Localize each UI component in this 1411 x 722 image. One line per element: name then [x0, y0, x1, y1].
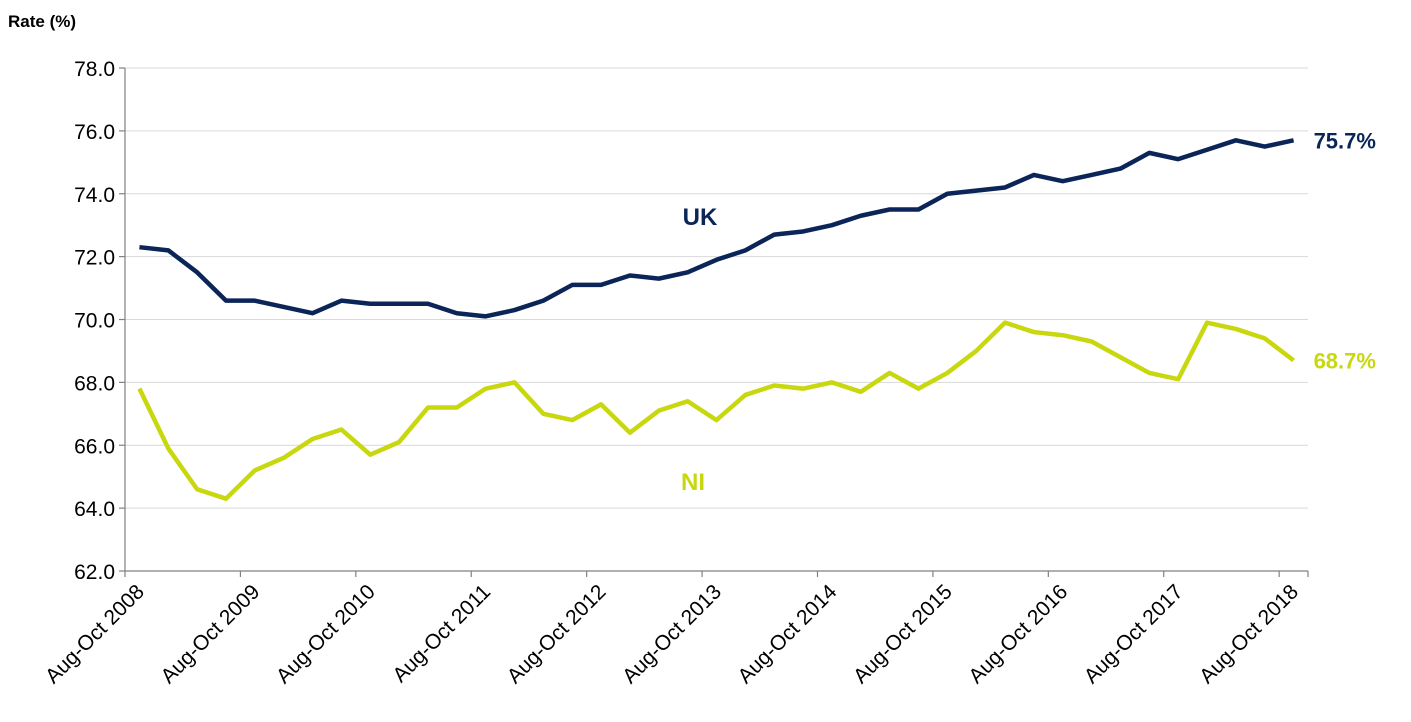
x-tick-label: Aug-Oct 2011: [388, 580, 495, 687]
y-tick-label: 78.0: [74, 58, 115, 81]
y-tick-label: 62.0: [74, 561, 115, 584]
x-tick-label: Aug-Oct 2009: [156, 580, 264, 688]
y-axis-label: Rate (%): [8, 12, 76, 31]
x-tick-label: Aug-Oct 2014: [734, 580, 842, 688]
y-tick-label: 64.0: [74, 498, 115, 521]
y-tick-label: 70.0: [74, 310, 115, 333]
x-tick-label: Aug-Oct 2012: [503, 580, 611, 688]
series-line: [139, 138, 1295, 319]
series-line: [137, 320, 1295, 501]
data-label: 68.7%: [1314, 348, 1376, 373]
series-name: UK: [683, 204, 718, 231]
x-tick-label: Aug-Oct 2015: [849, 580, 957, 688]
x-tick-label: Aug-Oct 2013: [618, 580, 726, 688]
y-tick-label: 68.0: [74, 372, 115, 395]
x-tick-label: Aug-Oct 2008: [41, 580, 149, 688]
y-tick-label: 76.0: [74, 121, 115, 144]
y-tick-label: 72.0: [74, 247, 115, 270]
series-name: NI: [681, 469, 705, 496]
x-tick-label: Aug-Oct 2018: [1195, 580, 1303, 688]
y-tick-label: 66.0: [74, 435, 115, 458]
x-tick-label: Aug-Oct 2017: [1080, 580, 1188, 688]
y-tick-label: 74.0: [74, 184, 115, 207]
x-tick-label: Aug-Oct 2016: [964, 580, 1072, 688]
data-label: 75.7%: [1314, 128, 1376, 153]
x-tick-label: Aug-Oct 2010: [272, 580, 380, 688]
